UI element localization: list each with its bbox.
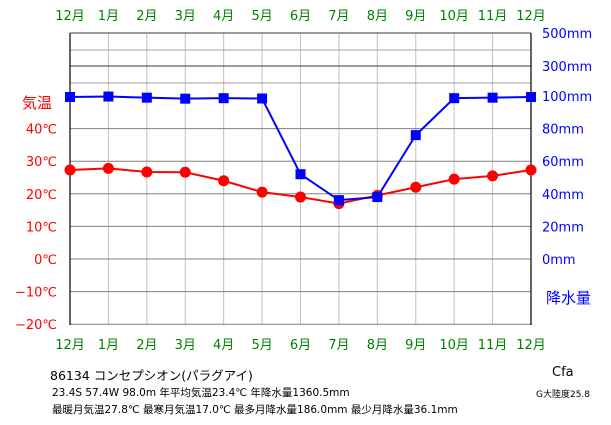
station-summary-line2: 最暖月気温27.8℃ 最寒月気温17.0℃ 最多月降水量186.0mm 最少月降… <box>52 404 458 416</box>
precipitation-point <box>180 93 191 104</box>
precipitation-axis-label: 降水量 <box>546 289 591 307</box>
temperature-tick-label: 30℃ <box>26 155 57 170</box>
temperature-tick-label: 10℃ <box>26 220 57 235</box>
temperature-tick-label: −20℃ <box>15 318 57 333</box>
month-label: 2月 <box>136 338 157 353</box>
month-label: 7月 <box>328 9 349 24</box>
month-label: 9月 <box>405 9 426 24</box>
month-label: 1月 <box>98 338 119 353</box>
month-label: 10月 <box>439 338 469 353</box>
continentality-index: G大陸度25.8 <box>536 390 591 400</box>
precipitation-tick-label: 100mm <box>542 90 592 105</box>
precipitation-point <box>526 92 536 103</box>
temperature-tick-label: 0℃ <box>34 253 57 268</box>
precipitation-point <box>103 91 114 102</box>
precipitation-tick-label: 300mm <box>542 60 592 75</box>
month-label: 1月 <box>98 9 119 24</box>
month-label: 11月 <box>478 9 508 24</box>
month-label: 12月 <box>55 338 85 353</box>
precipitation-tick-label: 40mm <box>542 188 584 203</box>
precipitation-tick-label: 20mm <box>542 220 584 235</box>
precipitation-point <box>410 130 421 141</box>
month-label: 6月 <box>290 9 311 24</box>
month-label: 3月 <box>175 9 196 24</box>
precipitation-tick-labels: 500mm 300mm 100mm 80mm 60mm 40mm 20mm 0mm <box>542 27 592 268</box>
precipitation-tick-label: 500mm <box>542 27 592 42</box>
precipitation-point <box>449 93 460 104</box>
precipitation-tick-label: 60mm <box>542 155 584 170</box>
month-label: 4月 <box>213 338 234 353</box>
precipitation-series <box>65 91 536 206</box>
month-label: 7月 <box>328 338 349 353</box>
month-label: 11月 <box>478 338 508 353</box>
month-label: 12月 <box>516 9 546 24</box>
month-label: 8月 <box>367 9 388 24</box>
temperature-tick-label: −10℃ <box>15 286 57 301</box>
month-label: 10月 <box>439 9 469 24</box>
month-label: 2月 <box>136 9 157 24</box>
temperature-axis-label: 気温 <box>22 94 52 112</box>
top-month-labels: 12月 1月 2月 3月 4月 5月 6月 7月 8月 9月 10月 11月 12月 <box>55 9 546 24</box>
koppen-class: Cfa <box>552 365 574 380</box>
precipitation-point <box>295 169 306 180</box>
temperature-tick-labels: 40℃ 30℃ 20℃ 10℃ 0℃ −10℃ −20℃ <box>15 123 57 334</box>
precipitation-point <box>257 93 268 104</box>
temperature-tick-label: 40℃ <box>26 123 57 138</box>
temperature-point <box>525 164 537 176</box>
temperature-tick-label: 20℃ <box>26 188 57 203</box>
precipitation-tick-label: 0mm <box>542 253 576 268</box>
temperature-point <box>218 175 230 187</box>
precipitation-point <box>65 92 75 103</box>
temperature-point <box>179 166 191 178</box>
temperature-point <box>295 191 306 203</box>
station-summary-line1: 23.4S 57.4W 98.0m 年平均気温23.4℃ 年降水量1360.5m… <box>52 387 350 399</box>
month-label: 8月 <box>367 338 388 353</box>
month-label: 12月 <box>55 9 85 24</box>
precipitation-point <box>372 192 383 203</box>
temperature-point <box>64 164 76 176</box>
month-label: 6月 <box>290 338 311 353</box>
precipitation-point <box>218 93 229 104</box>
temperature-point <box>256 186 268 198</box>
month-label: 3月 <box>175 338 196 353</box>
month-label: 4月 <box>213 9 234 24</box>
precipitation-point <box>141 92 152 103</box>
precipitation-point <box>487 92 498 103</box>
temperature-point <box>410 181 422 193</box>
month-label: 12月 <box>516 338 546 353</box>
axis-lines <box>69 33 532 325</box>
temperature-point <box>141 166 153 178</box>
temperature-point <box>448 173 460 185</box>
precipitation-point <box>333 195 344 206</box>
precipitation-tick-label: 80mm <box>542 123 584 138</box>
bottom-month-labels: 12月 1月 2月 3月 4月 5月 6月 7月 8月 9月 10月 11月 12月 <box>55 338 546 353</box>
temperature-point <box>487 170 499 182</box>
month-label: 5月 <box>251 9 272 24</box>
station-name: 86134 コンセプシオン(パラグアイ) <box>50 368 253 383</box>
month-label: 9月 <box>405 338 426 353</box>
month-label: 5月 <box>251 338 272 353</box>
temperature-point <box>102 162 114 174</box>
